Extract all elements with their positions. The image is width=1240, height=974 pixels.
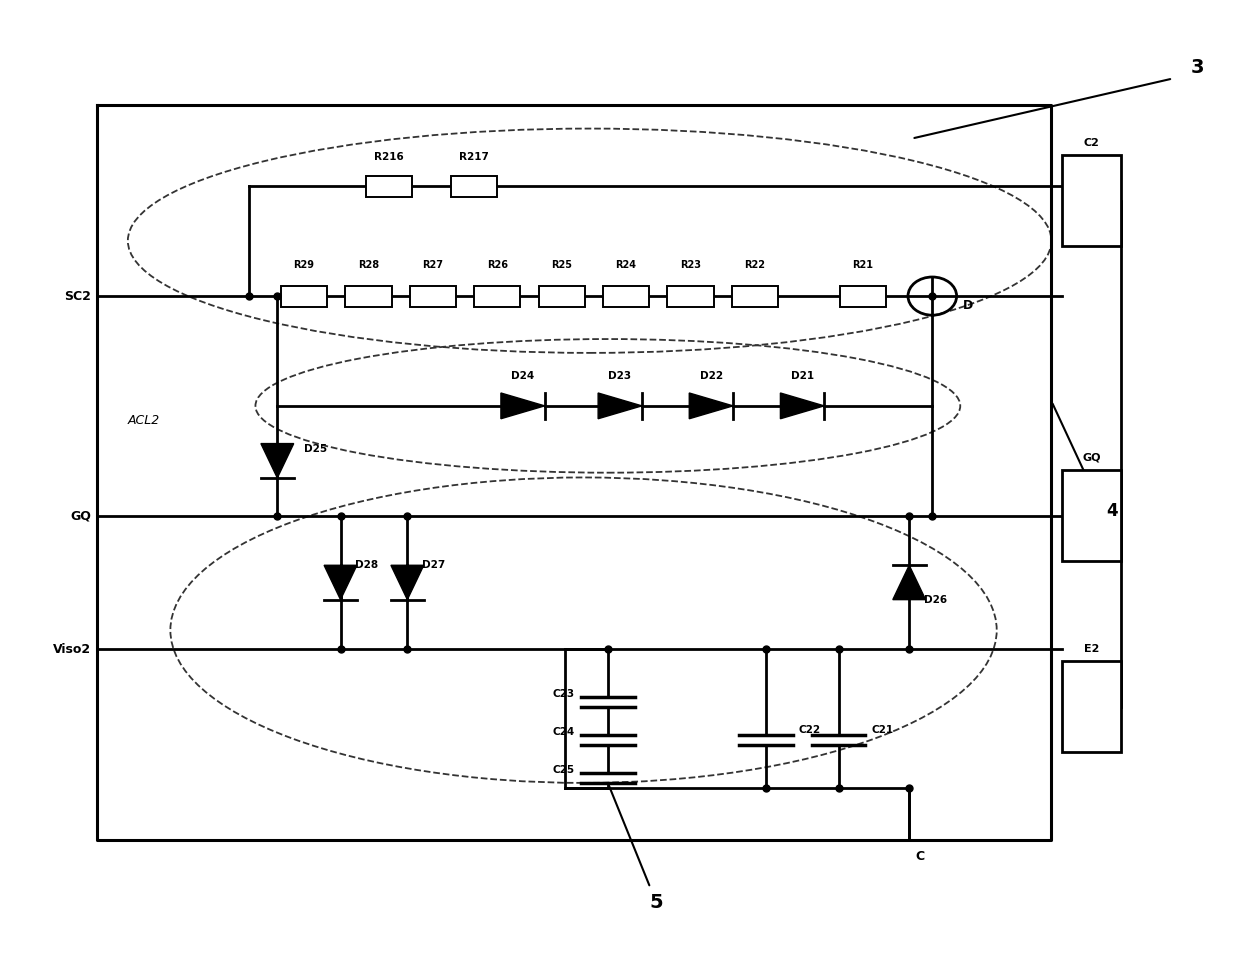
Text: R216: R216	[374, 153, 404, 163]
Text: R23: R23	[680, 260, 701, 271]
Text: D24: D24	[511, 371, 534, 381]
Polygon shape	[260, 443, 294, 478]
Text: GQ: GQ	[1083, 453, 1101, 463]
Polygon shape	[324, 565, 357, 600]
Bar	[538, 285, 585, 307]
Text: R25: R25	[551, 260, 572, 271]
Bar	[474, 285, 521, 307]
Text: R27: R27	[423, 260, 444, 271]
Bar	[1063, 661, 1121, 752]
Text: C2: C2	[1084, 137, 1100, 148]
Polygon shape	[598, 393, 642, 419]
Text: D25: D25	[304, 444, 327, 454]
Polygon shape	[780, 393, 825, 419]
Text: R217: R217	[459, 153, 489, 163]
Text: D22: D22	[699, 371, 723, 381]
Bar	[346, 285, 392, 307]
Text: D21: D21	[791, 371, 813, 381]
Text: 5: 5	[650, 893, 663, 912]
Bar	[839, 285, 887, 307]
Bar	[667, 285, 713, 307]
Text: R26: R26	[487, 260, 507, 271]
Polygon shape	[893, 565, 925, 600]
Text: C22: C22	[799, 726, 821, 735]
Text: C: C	[915, 849, 924, 863]
Text: R28: R28	[358, 260, 379, 271]
Text: GQ: GQ	[71, 509, 92, 522]
Text: D26: D26	[924, 595, 947, 605]
Text: R29: R29	[294, 260, 315, 271]
Text: C24: C24	[553, 728, 575, 737]
Text: D23: D23	[609, 371, 631, 381]
Text: SC2: SC2	[64, 289, 92, 303]
Text: D28: D28	[355, 560, 378, 570]
Text: C21: C21	[872, 726, 894, 735]
Bar	[281, 285, 327, 307]
Polygon shape	[391, 565, 424, 600]
Text: Viso2: Viso2	[53, 643, 92, 656]
Text: ACL2: ACL2	[128, 414, 160, 427]
Polygon shape	[689, 393, 733, 419]
Text: D27: D27	[422, 560, 445, 570]
Text: C23: C23	[553, 690, 575, 699]
Text: R21: R21	[853, 260, 873, 271]
Bar	[409, 285, 456, 307]
Polygon shape	[501, 393, 544, 419]
Text: 4: 4	[1106, 502, 1117, 520]
Text: C25: C25	[553, 766, 575, 775]
Text: D: D	[962, 299, 973, 312]
Text: 3: 3	[1190, 57, 1204, 77]
Text: E2: E2	[1084, 644, 1099, 654]
Bar	[1063, 155, 1121, 246]
Text: R22: R22	[744, 260, 765, 271]
Text: R24: R24	[615, 260, 636, 271]
Bar	[603, 285, 650, 307]
Bar	[1063, 470, 1121, 561]
Bar	[366, 176, 412, 197]
Bar	[451, 176, 497, 197]
Bar	[732, 285, 777, 307]
